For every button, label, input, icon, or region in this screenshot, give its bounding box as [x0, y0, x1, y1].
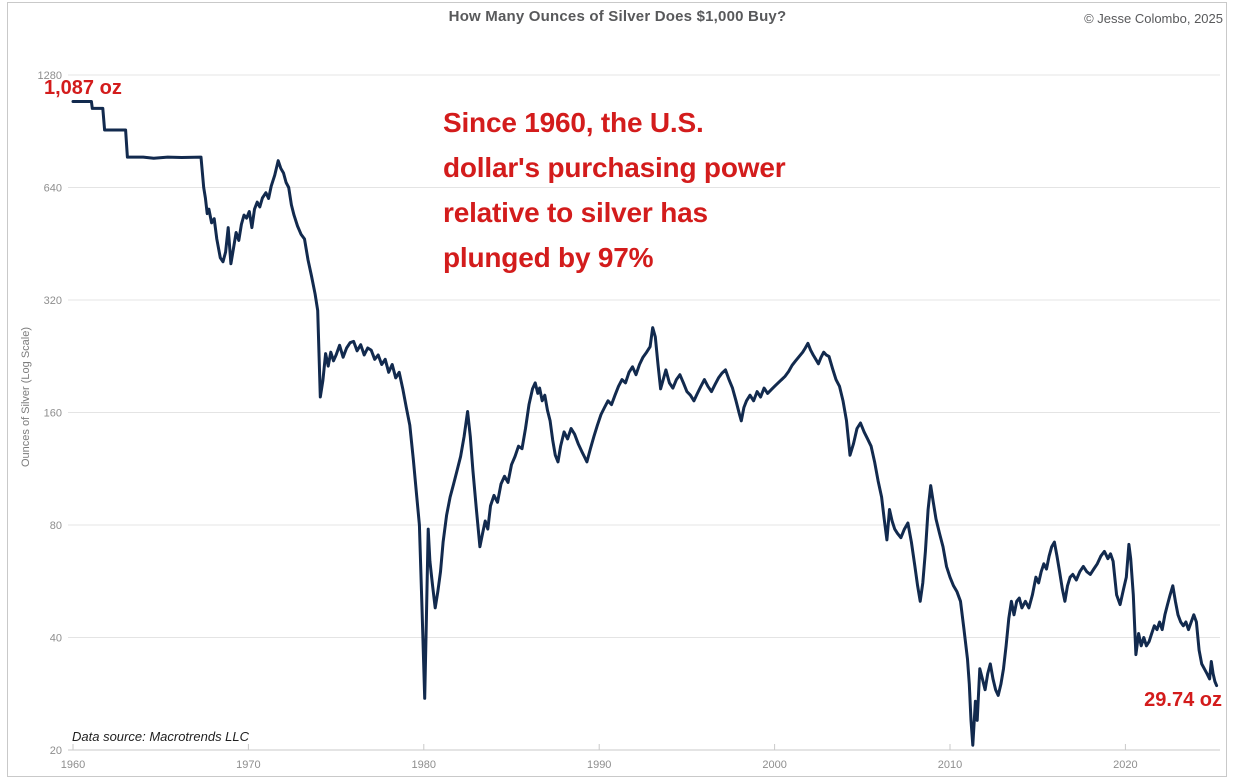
y-tick-label: 160	[44, 408, 62, 420]
copyright-note: © Jesse Colombo, 2025	[1084, 11, 1223, 26]
x-tick-label: 2000	[762, 759, 786, 771]
data-source-note: Data source: Macrotrends LLC	[72, 729, 250, 744]
annotation-text: Since 1960, the U.S. dollar's purchasing…	[443, 100, 883, 280]
x-tick-label: 2020	[1113, 759, 1137, 771]
chart-title: How Many Ounces of Silver Does $1,000 Bu…	[448, 8, 787, 25]
y-tick-label: 640	[44, 183, 62, 195]
y-tick-label: 20	[50, 745, 62, 757]
y-tick-label: 320	[44, 295, 62, 307]
x-tick-label: 1990	[587, 759, 611, 771]
annotation-line: plunged by 97%	[443, 242, 654, 273]
annotation-line: Since 1960, the U.S.	[443, 107, 704, 138]
y-tick-label: 80	[50, 520, 62, 532]
end-value-label: 29.74 oz	[1144, 689, 1222, 711]
x-tick-label: 1980	[412, 759, 436, 771]
annotation-line: relative to silver has	[443, 197, 708, 228]
start-value-label: 1,087 oz	[44, 77, 122, 99]
x-tick-label: 1960	[61, 759, 85, 771]
x-tick-label: 1970	[236, 759, 260, 771]
x-tick-label: 2010	[938, 759, 962, 771]
silver-ounces-line	[71, 100, 1219, 747]
y-tick-label: 1280	[38, 70, 62, 82]
annotation-line: dollar's purchasing power	[443, 152, 786, 183]
y-tick-label: 40	[50, 633, 62, 645]
